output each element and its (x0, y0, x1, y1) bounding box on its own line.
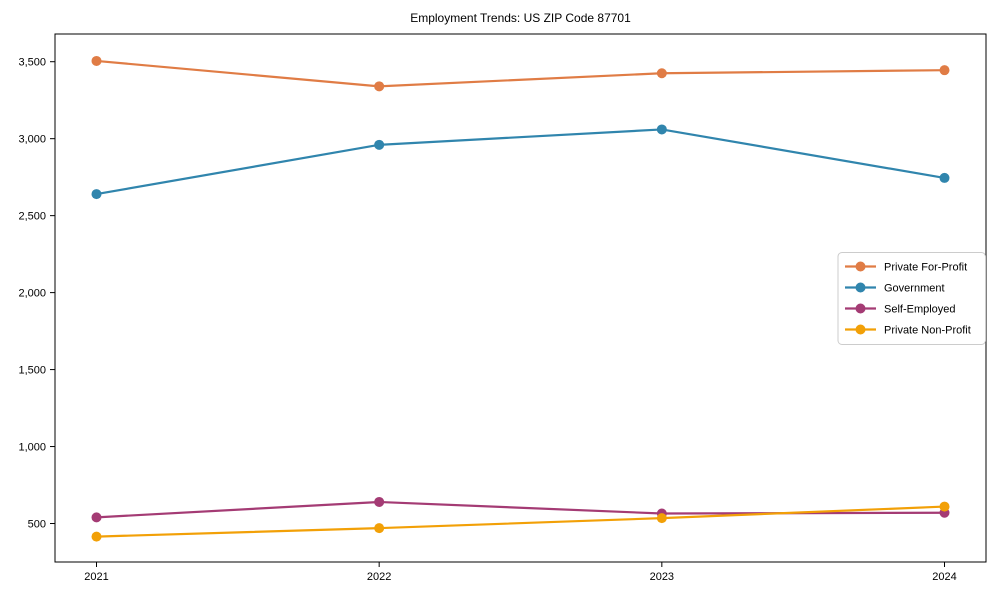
y-tick-label: 2,500 (18, 210, 46, 222)
legend-label-government: Government (884, 282, 945, 294)
data-point-government-2023 (656, 124, 667, 135)
series-line-private-non-profit (96, 505, 945, 538)
data-point-private-for-profit-2024 (939, 65, 950, 76)
data-point-private-non-profit-2023 (656, 513, 667, 524)
y-tick-label: 500 (28, 518, 46, 530)
legend-label-private-non-profit: Private Non-Profit (884, 324, 971, 336)
y-tick-label: 3,500 (18, 57, 46, 69)
series-line-private-for-profit (96, 59, 945, 88)
series-line-government (96, 128, 945, 196)
data-point-private-non-profit-2024 (939, 501, 950, 512)
x-tick-label: 2021 (84, 571, 108, 583)
y-tick-label: 1,000 (18, 441, 46, 453)
data-point-private-for-profit-2023 (656, 68, 667, 79)
legend-label-private-for-profit: Private For-Profit (884, 261, 967, 273)
data-point-self-employed-2021 (91, 512, 102, 523)
data-point-private-non-profit-2022 (374, 523, 385, 534)
y-tick-label: 3,000 (18, 133, 46, 145)
data-point-private-for-profit-2022 (374, 81, 385, 92)
data-point-private-non-profit-2021 (91, 531, 102, 542)
y-tick-label: 1,500 (18, 364, 46, 376)
data-point-government-2024 (939, 172, 950, 183)
legend-box (837, 252, 986, 345)
legend-swatch-marker-government (855, 282, 866, 293)
x-tick-label: 2023 (650, 571, 674, 583)
legend-label-self-employed: Self-Employed (884, 303, 956, 315)
chart-title: Employment Trends: US ZIP Code 87701 (410, 11, 631, 25)
series-line-self-employed (96, 500, 945, 519)
y-tick-label: 2,000 (18, 287, 46, 299)
legend-swatch-marker-private-non-profit (855, 324, 866, 335)
data-point-self-employed-2022 (374, 496, 385, 507)
data-point-private-for-profit-2021 (91, 55, 102, 66)
legend-swatch-marker-self-employed (855, 303, 866, 314)
data-point-government-2022 (374, 139, 385, 150)
x-tick-label: 2024 (932, 571, 956, 583)
x-tick-label: 2022 (367, 571, 391, 583)
data-point-government-2021 (91, 189, 102, 200)
legend-swatch-marker-private-for-profit (855, 261, 866, 272)
